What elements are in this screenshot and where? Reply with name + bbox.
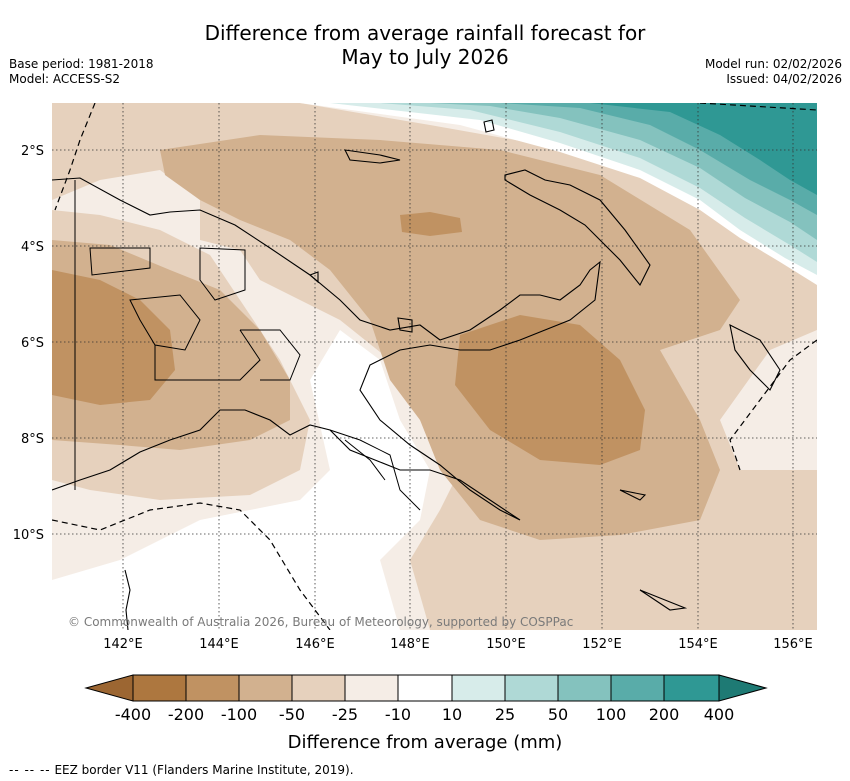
colorbar-bin (185, 674, 240, 702)
lon-label: 156°E (773, 637, 813, 652)
colorbar-tick: -25 (331, 705, 359, 724)
lat-label: 4°S (21, 240, 44, 255)
colorbar-bin (397, 674, 453, 702)
lon-label: 154°E (678, 637, 718, 652)
shade-minus-200-north (400, 212, 462, 236)
colorbar-tick: 100 (595, 705, 627, 724)
axis-labels: 2°S 4°S 6°S 8°S 10°S 142°E 144°E 146°E 1… (13, 144, 813, 652)
meta-right: Model run: 02/02/2026 Issued: 04/02/2026 (705, 57, 842, 87)
coastlines (52, 119, 781, 630)
shade-minus-200-core (455, 315, 645, 465)
eez-legend-text: EEZ border V11 (Flanders Marine Institut… (54, 763, 354, 777)
shade-near-average (52, 330, 430, 630)
colorbar-tick: 50 (547, 705, 569, 724)
lon-label: 142°E (103, 637, 143, 652)
lat-label: 6°S (21, 336, 44, 351)
colorbar-tick: 25 (494, 705, 516, 724)
copyright-notice: © Commonwealth of Australia 2026, Bureau… (68, 615, 573, 629)
lat-label: 2°S (21, 144, 44, 159)
chart-title-line2: May to July 2026 (341, 45, 509, 69)
issued-date: Issued: 04/02/2026 (726, 72, 842, 86)
colorbar-tick: -50 (278, 705, 306, 724)
colorbar-bin (238, 674, 293, 702)
meta-left: Base period: 1981-2018 Model: ACCESS-S2 (9, 57, 154, 87)
model-name: Model: ACCESS-S2 (9, 72, 121, 86)
colorbar-tick: -100 (220, 705, 258, 724)
lon-label: 152°E (582, 637, 622, 652)
colorbar-bin (504, 674, 559, 702)
colorbar-extend-high (718, 674, 768, 702)
lon-label: 148°E (390, 637, 430, 652)
shade-minus-200-west (52, 270, 175, 405)
colorbar-bin (610, 674, 665, 702)
lat-label: 8°S (21, 432, 44, 447)
base-period: Base period: 1981-2018 (9, 57, 154, 71)
colorbar-tick: 200 (648, 705, 680, 724)
colorbar-bin (344, 674, 399, 702)
eez-legend-dash: -- -- -- (9, 763, 51, 777)
graticule (52, 103, 817, 630)
shade-plus-400 (590, 103, 817, 195)
colorbar-bin (557, 674, 612, 702)
eez-border (52, 103, 817, 630)
lat-label: 10°S (13, 528, 44, 543)
colorbar-tick: 10 (441, 705, 463, 724)
model-run: Model run: 02/02/2026 (704, 57, 842, 71)
colorbar-bin (291, 674, 346, 702)
chart-title-line1: Difference from average rainfall forecas… (204, 21, 646, 45)
eez-legend: -- -- -- EEZ border V11 (Flanders Marine… (9, 763, 354, 777)
lon-label: 144°E (199, 637, 239, 652)
colorbar-tick: 400 (703, 705, 735, 724)
borders (74, 180, 421, 511)
lon-label: 146°E (295, 637, 335, 652)
colorbar-label: Difference from average (mm) (287, 732, 563, 753)
map-shading (52, 103, 817, 630)
colorbar-bin (663, 674, 720, 702)
colorbar-bin (132, 674, 187, 702)
colorbar-extend-low (84, 674, 134, 702)
colorbar-tick: -10 (384, 705, 412, 724)
colorbar-tick: -200 (167, 705, 205, 724)
colorbar-bin (451, 674, 506, 702)
colorbar-tick: -400 (114, 705, 152, 724)
lon-label: 150°E (486, 637, 526, 652)
colorbar (84, 674, 768, 702)
